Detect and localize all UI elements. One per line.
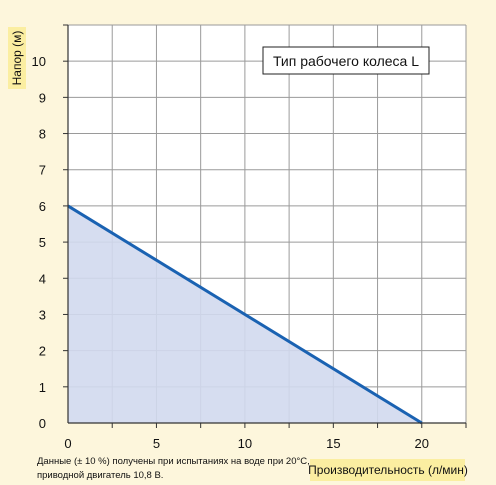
x-axis-title-background	[310, 459, 465, 481]
x-axis-title: Производительность (л/мин)	[308, 463, 468, 477]
y-tick-label: 7	[39, 163, 46, 178]
y-tick-label: 8	[39, 127, 46, 142]
y-tick-label: 2	[39, 344, 46, 359]
y-tick-label: 3	[39, 307, 46, 322]
x-tick-label: 5	[153, 436, 160, 451]
y-tick-label: 4	[39, 271, 46, 286]
y-tick-label: 6	[39, 199, 46, 214]
y-axis-title: Напор (м)	[10, 31, 24, 86]
x-tick-labels: 0 5 10 15 20	[64, 436, 429, 451]
series-line	[67, 204, 423, 425]
axes	[67, 25, 466, 424]
y-tick-labels: 0 1 2 3 4 5 6 7 8 9 10	[32, 54, 46, 431]
y-tick-label: 9	[39, 90, 46, 105]
y-tick-label: 1	[39, 380, 46, 395]
y-tick-label: 5	[39, 235, 46, 250]
y-axis-title-group: Напор (м)	[8, 27, 26, 89]
tick-marks	[63, 24, 467, 428]
x-tick-label: 15	[326, 436, 340, 451]
y-axis-title-background	[8, 27, 26, 89]
footnote-line-2: приводной двигатель 10,8 В.	[37, 470, 163, 481]
annotation-box	[262, 46, 430, 75]
annotation-label: Тип рабочего колеса L	[273, 53, 419, 69]
y-tick-label: 10	[32, 54, 46, 69]
y-tick-label: 0	[39, 416, 46, 431]
x-tick-label: 10	[238, 436, 252, 451]
footnote-line-1: Данные (± 10 %) получены при испытаниях …	[37, 456, 310, 467]
x-tick-label: 0	[64, 436, 71, 451]
x-tick-label: 20	[415, 436, 429, 451]
